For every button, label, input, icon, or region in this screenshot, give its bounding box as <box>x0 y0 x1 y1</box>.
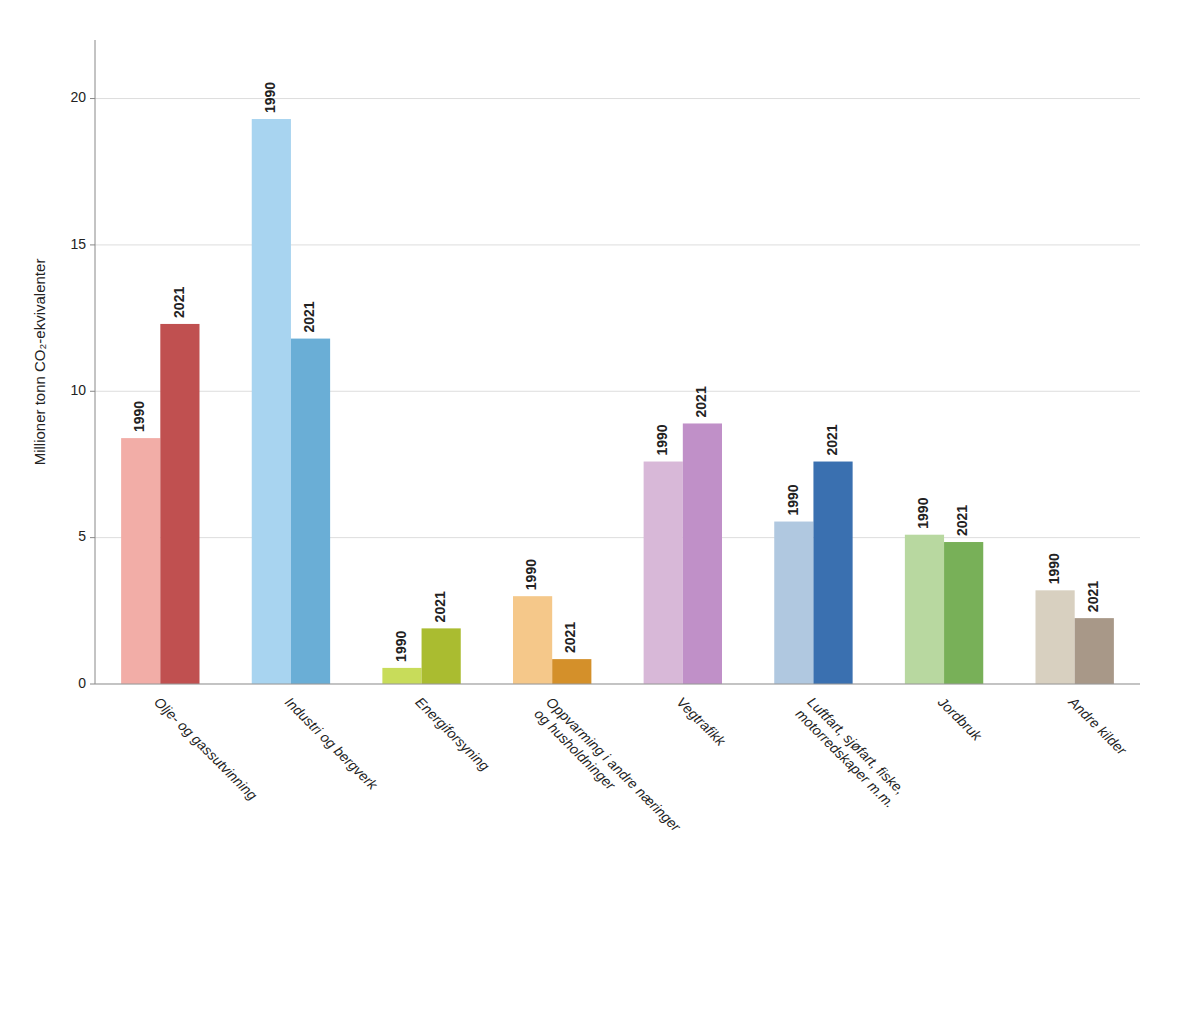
x-tick-label-line: Luftfart, sjøfart, fiske, <box>804 694 908 798</box>
y-tick-label: 5 <box>78 528 86 544</box>
bar-series-label: 2021 <box>432 591 448 622</box>
y-tick-label: 20 <box>70 89 86 105</box>
bar-labels: 1990 1990 1990 1990 1990 1990 1990 1990 2021 2021… <box>131 82 1101 662</box>
chart-svg: 0 5 10 15 20 Millioner tonn CO₂-ekvivalenter 1… <box>0 0 1200 1014</box>
bar-series-label: 2021 <box>824 424 840 455</box>
x-tick-label: Luftfart, sjøfart, fiske,motorredskaper … <box>793 694 910 811</box>
bar <box>252 119 291 684</box>
bar-series-label: 1990 <box>262 82 278 113</box>
bar <box>905 535 944 684</box>
grid <box>95 99 1140 684</box>
bar <box>513 596 552 684</box>
bar <box>121 438 160 684</box>
x-tick-label-line: Andre kilder <box>1065 693 1131 759</box>
x-tick-label: Oppvarming i andre næringerog husholdnin… <box>531 694 684 847</box>
bar-series-label: 2021 <box>1085 581 1101 612</box>
y-tick-label: 0 <box>78 675 86 691</box>
y-ticks: 0 5 10 15 20 <box>70 89 95 690</box>
bar-series-label: 1990 <box>785 484 801 515</box>
bar-series-label: 2021 <box>562 622 578 653</box>
y-axis-label: Millioner tonn CO₂-ekvivalenter <box>31 259 48 466</box>
bar <box>291 339 330 684</box>
y-tick <box>90 244 95 245</box>
bar-series-label: 1990 <box>393 631 409 662</box>
x-tick-label: Olje- og gassutvinning <box>151 694 260 803</box>
bar <box>160 324 199 684</box>
x-tick-label: Vegtrafikk <box>674 694 730 750</box>
bar-series-label: 1990 <box>523 559 539 590</box>
y-tick <box>90 98 95 99</box>
bar-series-label: 2021 <box>301 301 317 332</box>
bar-series-label: 2021 <box>954 505 970 536</box>
chart-container: 0 5 10 15 20 Millioner tonn CO₂-ekvivalenter 1… <box>0 0 1200 1014</box>
y-tick-label: 10 <box>70 382 86 398</box>
bar-series-label: 1990 <box>131 401 147 432</box>
x-tick-label-line: Oppvarming i andre næringer <box>543 694 685 836</box>
y-tick <box>90 391 95 392</box>
bar <box>382 668 421 684</box>
bar-series-label: 2021 <box>693 386 709 417</box>
bar <box>1075 618 1114 684</box>
bar <box>774 522 813 684</box>
x-tick-label-line: og husholdninger <box>531 706 619 794</box>
x-tick-label-line: Olje- og gassutvinning <box>151 694 260 803</box>
bar <box>944 542 983 684</box>
bar-series-label: 2021 <box>171 287 187 318</box>
bar <box>683 423 722 684</box>
grid-line <box>95 98 1140 99</box>
bar-series-label: 1990 <box>915 497 931 528</box>
bar <box>644 462 683 684</box>
bar-series-label: 1990 <box>1046 553 1062 584</box>
x-tick-label: Jordbruk <box>934 693 985 744</box>
bar <box>422 628 461 684</box>
x-tick-label: Industri og bergverk <box>282 694 382 794</box>
x-tick-label-line: Vegtrafikk <box>674 694 730 750</box>
x-axis-line <box>95 684 1140 685</box>
bar <box>552 659 591 684</box>
x-tick-label-line: Energiforsyning <box>413 694 493 774</box>
page: {"chart_data": { "type": "bar", "ylabel"… <box>0 0 1200 1014</box>
y-tick <box>90 684 95 685</box>
x-tick-label-line: Jordbruk <box>934 693 985 744</box>
y-tick <box>90 537 95 538</box>
bar-series-label: 1990 <box>654 424 670 455</box>
grid-line <box>95 684 1140 685</box>
x-tick-label-line: motorredskaper m.m. <box>793 706 898 811</box>
x-tick-label-line: Industri og bergverk <box>282 694 382 794</box>
bar <box>813 462 852 684</box>
bars <box>121 119 1114 684</box>
x-tick-label: Energiforsyning <box>413 694 493 774</box>
x-tick-label: Andre kilder <box>1065 693 1131 759</box>
y-tick-label: 15 <box>70 236 86 252</box>
bar <box>1036 590 1075 684</box>
y-axis-line <box>95 40 96 684</box>
x-ticks: Olje- og gassutvinningIndustri og bergve… <box>151 693 1130 847</box>
